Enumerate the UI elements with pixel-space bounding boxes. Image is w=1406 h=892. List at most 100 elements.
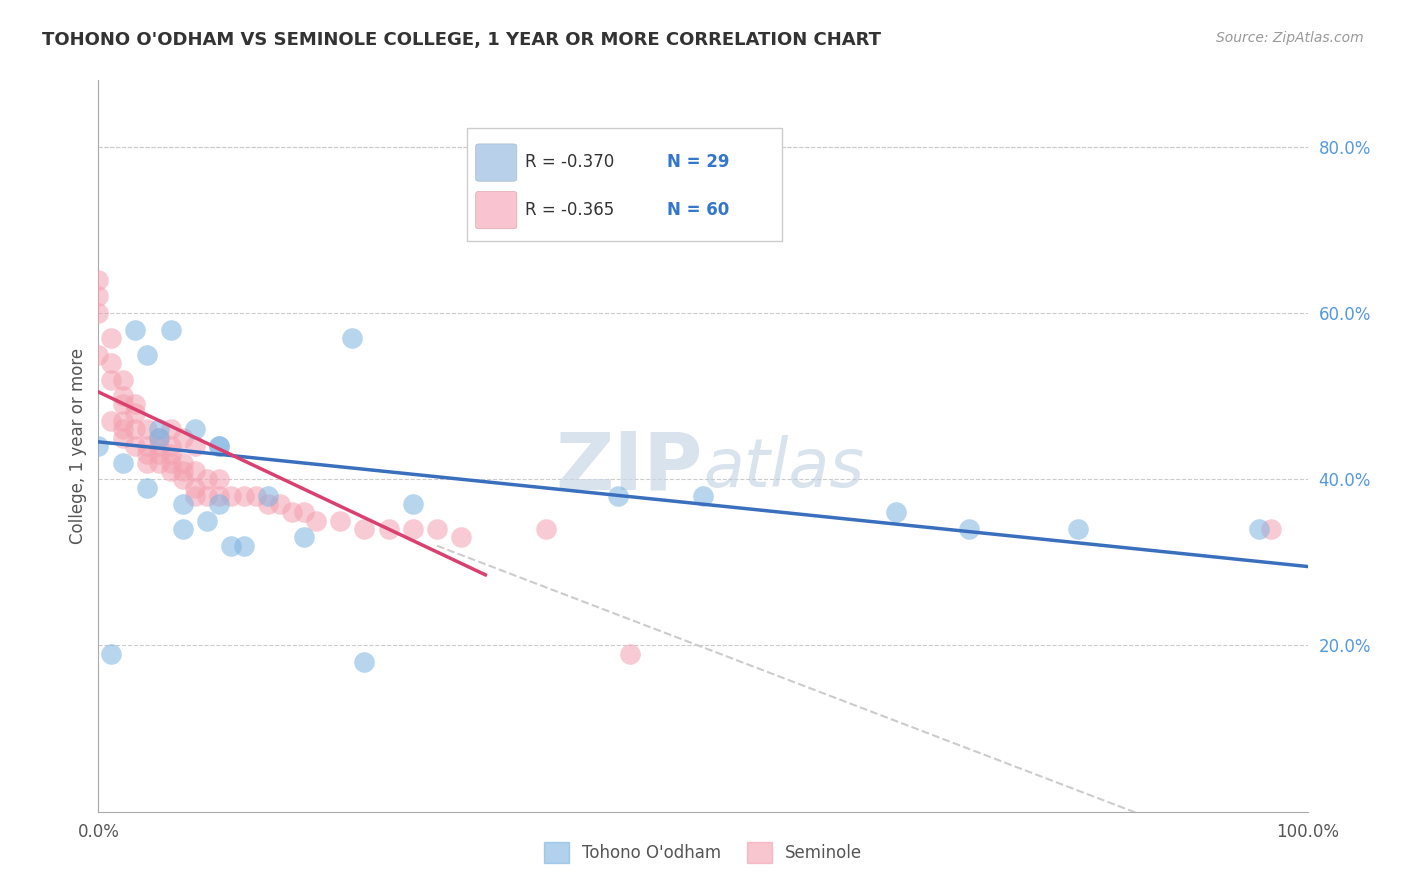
Point <box>172 522 194 536</box>
Point <box>245 489 267 503</box>
Text: N = 29: N = 29 <box>666 153 730 171</box>
Point <box>160 447 183 461</box>
Point <box>111 397 134 411</box>
Point <box>353 655 375 669</box>
Point <box>111 422 134 436</box>
Point <box>377 522 399 536</box>
Point <box>281 506 304 520</box>
Point <box>426 522 449 536</box>
Point <box>402 522 425 536</box>
Point <box>148 447 170 461</box>
Point <box>221 539 243 553</box>
Point <box>256 489 278 503</box>
Point <box>135 439 157 453</box>
Point <box>87 289 110 303</box>
Point <box>607 489 630 503</box>
Point <box>160 323 183 337</box>
Point <box>256 497 278 511</box>
Point <box>135 422 157 436</box>
Point <box>172 497 194 511</box>
Point <box>111 431 134 445</box>
Point <box>172 472 194 486</box>
Point <box>160 456 183 470</box>
Point <box>692 489 714 503</box>
Point <box>269 497 291 511</box>
Point <box>124 422 146 436</box>
Point <box>100 372 122 386</box>
Point <box>111 372 134 386</box>
Point <box>135 481 157 495</box>
Point <box>1260 522 1282 536</box>
Text: R = -0.365: R = -0.365 <box>526 201 614 219</box>
Point <box>160 422 183 436</box>
Point <box>534 522 557 536</box>
Point <box>208 497 231 511</box>
Y-axis label: College, 1 year or more: College, 1 year or more <box>69 348 87 544</box>
Point <box>342 331 364 345</box>
Text: atlas: atlas <box>703 435 865 501</box>
Point <box>208 439 231 453</box>
Point <box>172 431 194 445</box>
Text: ZIP: ZIP <box>555 429 703 507</box>
Point <box>292 506 315 520</box>
Point <box>232 489 254 503</box>
Point <box>195 489 218 503</box>
Text: R = -0.370: R = -0.370 <box>526 153 614 171</box>
Point <box>172 464 194 478</box>
Legend: Tohono O'odham, Seminole: Tohono O'odham, Seminole <box>537 836 869 869</box>
Point <box>329 514 352 528</box>
Point <box>160 464 183 478</box>
Point <box>195 472 218 486</box>
Point <box>148 439 170 453</box>
Point <box>221 489 243 503</box>
Point <box>111 389 134 403</box>
Point <box>305 514 328 528</box>
Text: TOHONO O'ODHAM VS SEMINOLE COLLEGE, 1 YEAR OR MORE CORRELATION CHART: TOHONO O'ODHAM VS SEMINOLE COLLEGE, 1 YE… <box>42 31 882 49</box>
Point <box>148 431 170 445</box>
Point <box>208 489 231 503</box>
Point <box>148 456 170 470</box>
Point <box>148 422 170 436</box>
Point <box>1067 522 1090 536</box>
Point <box>208 472 231 486</box>
Point <box>111 414 134 428</box>
Point <box>619 647 641 661</box>
Point <box>100 331 122 345</box>
Point <box>124 397 146 411</box>
Point <box>87 347 110 362</box>
Point <box>111 456 134 470</box>
Point <box>957 522 980 536</box>
Point <box>184 464 207 478</box>
Point <box>124 439 146 453</box>
Point <box>184 422 207 436</box>
Point <box>292 530 315 544</box>
Point <box>353 522 375 536</box>
Point <box>160 439 183 453</box>
FancyBboxPatch shape <box>475 192 517 228</box>
FancyBboxPatch shape <box>467 128 782 241</box>
Point <box>135 456 157 470</box>
Point <box>124 406 146 420</box>
Point <box>135 347 157 362</box>
Point <box>148 431 170 445</box>
Point <box>184 489 207 503</box>
Point <box>184 439 207 453</box>
Point <box>402 497 425 511</box>
Point <box>100 414 122 428</box>
Point <box>100 356 122 370</box>
FancyBboxPatch shape <box>475 144 517 181</box>
Point <box>100 647 122 661</box>
Point <box>87 273 110 287</box>
Point <box>172 456 194 470</box>
Point <box>124 323 146 337</box>
Point <box>886 506 908 520</box>
Point <box>232 539 254 553</box>
Point <box>135 447 157 461</box>
Point <box>195 514 218 528</box>
Text: N = 60: N = 60 <box>666 201 728 219</box>
Point <box>450 530 472 544</box>
Point <box>87 306 110 320</box>
Point <box>1249 522 1271 536</box>
Point <box>208 439 231 453</box>
Point <box>184 481 207 495</box>
